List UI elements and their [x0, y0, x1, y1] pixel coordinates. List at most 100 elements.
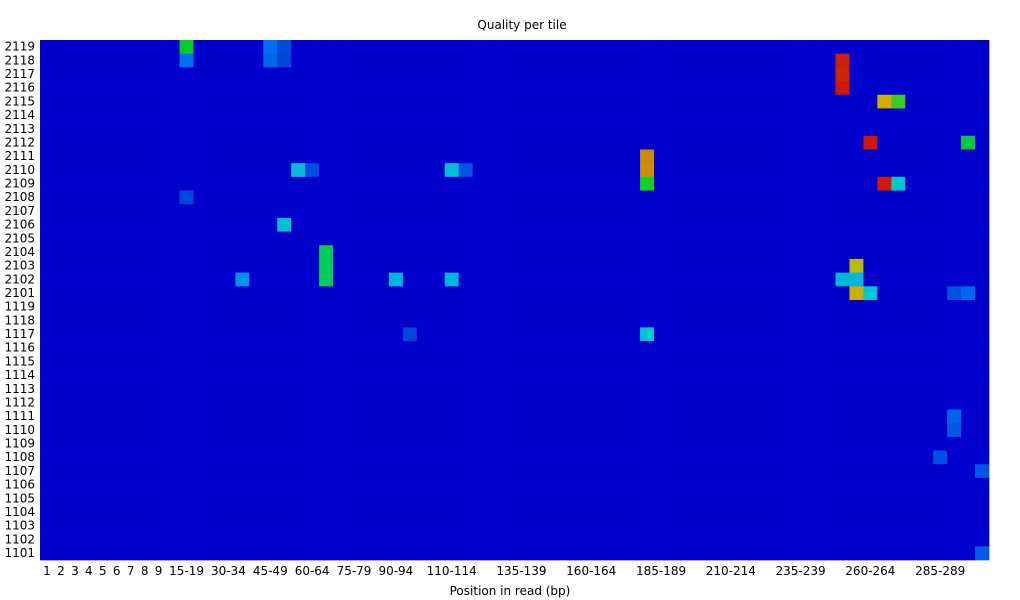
heatmap-cell [53, 450, 69, 465]
heatmap-cell [458, 464, 473, 479]
heatmap-cell [81, 204, 97, 219]
heatmap-cell [360, 94, 376, 109]
heatmap-cell [137, 258, 152, 273]
heatmap-cell [765, 67, 781, 82]
heatmap-cell [626, 368, 641, 383]
heatmap-cell [458, 272, 473, 287]
heatmap-cell [81, 163, 97, 178]
heatmap-cell [584, 122, 599, 137]
heatmap-cell [612, 464, 627, 479]
heatmap-cell [40, 313, 55, 328]
heatmap-cell [695, 313, 711, 328]
heatmap-cell [67, 341, 83, 356]
heatmap-cell [444, 190, 460, 205]
heatmap-cell [863, 436, 878, 451]
heatmap-cell [695, 67, 711, 82]
heatmap-cell [919, 286, 934, 301]
heatmap-cell [514, 464, 529, 479]
heatmap-cell [40, 409, 55, 424]
heatmap-cell [207, 108, 222, 123]
heatmap-cell [849, 176, 864, 191]
heatmap-cell [305, 450, 320, 465]
heatmap-cell [137, 354, 152, 369]
heatmap-cell [374, 368, 390, 383]
heatmap-cell [53, 354, 69, 369]
heatmap-cell [765, 382, 781, 397]
heatmap-cell [263, 341, 278, 356]
heatmap-cell [137, 505, 152, 520]
heatmap-cell [514, 505, 529, 520]
heatmap-cell [500, 53, 515, 68]
heatmap-cell [919, 94, 934, 109]
heatmap-cell [402, 135, 418, 150]
heatmap-cell [53, 423, 69, 438]
heatmap-cell [123, 245, 139, 260]
heatmap-cell [109, 272, 125, 287]
heatmap-cell [849, 505, 864, 520]
heatmap-cell [500, 382, 515, 397]
heatmap-cell [528, 464, 543, 479]
heatmap-cell [472, 94, 487, 109]
heatmap-cell [305, 477, 320, 492]
heatmap-cell [53, 313, 69, 328]
heatmap-cell [975, 163, 990, 178]
heatmap-cell [584, 190, 599, 205]
heatmap-cell [123, 464, 139, 479]
heatmap-cell [109, 176, 125, 191]
heatmap-cell [779, 53, 794, 68]
heatmap-cell [737, 135, 753, 150]
heatmap-cell [179, 409, 194, 424]
heatmap-cell [765, 546, 781, 561]
heatmap-cell [374, 341, 390, 356]
heatmap-cell [891, 245, 906, 260]
heatmap-cell [514, 122, 529, 137]
heatmap-cell [123, 395, 139, 410]
heatmap-cell [374, 53, 390, 68]
heatmap-cell [291, 395, 306, 410]
heatmap-cell [793, 231, 808, 246]
heatmap-cell [263, 382, 278, 397]
heatmap-cell [207, 245, 222, 260]
heatmap-cell [235, 122, 250, 137]
heatmap-cell [458, 382, 473, 397]
heatmap-cell [360, 505, 376, 520]
heatmap-cell [528, 300, 543, 315]
heatmap-cell [821, 368, 836, 383]
heatmap-cell [95, 546, 111, 561]
heatmap-cell [528, 409, 543, 424]
heatmap-cell [193, 176, 208, 191]
heatmap-cell [347, 491, 362, 506]
heatmap-cell [249, 286, 264, 301]
heatmap-cell [835, 546, 850, 561]
heatmap-cell [67, 245, 83, 260]
heatmap-cell [695, 382, 711, 397]
heatmap-cell [374, 491, 390, 506]
heatmap-cell [444, 258, 460, 273]
heatmap-cell [235, 382, 250, 397]
heatmap-cell [821, 327, 836, 342]
heatmap-cell [291, 341, 306, 356]
heatmap-cell [374, 176, 390, 191]
heatmap-cell [821, 300, 836, 315]
heatmap-cell [151, 532, 166, 547]
heatmap-cell [961, 382, 976, 397]
heatmap-cell [626, 204, 641, 219]
heatmap-cell [681, 258, 697, 273]
heatmap-cell [291, 423, 306, 438]
heatmap-cell [821, 464, 836, 479]
heatmap-cell [681, 217, 697, 232]
heatmap-cell [179, 477, 194, 492]
heatmap-cell [654, 341, 669, 356]
heatmap-cell [640, 149, 655, 164]
heatmap-cell [347, 341, 362, 356]
heatmap-cell [779, 518, 794, 533]
heatmap-cell [500, 258, 515, 273]
heatmap-cell [640, 477, 655, 492]
heatmap-cell [933, 176, 948, 191]
heatmap-cell [723, 354, 739, 369]
heatmap-cell [221, 245, 236, 260]
heatmap-cell [458, 108, 473, 123]
heatmap-cell [40, 135, 55, 150]
heatmap-cell [221, 450, 236, 465]
heatmap-cell [500, 450, 515, 465]
